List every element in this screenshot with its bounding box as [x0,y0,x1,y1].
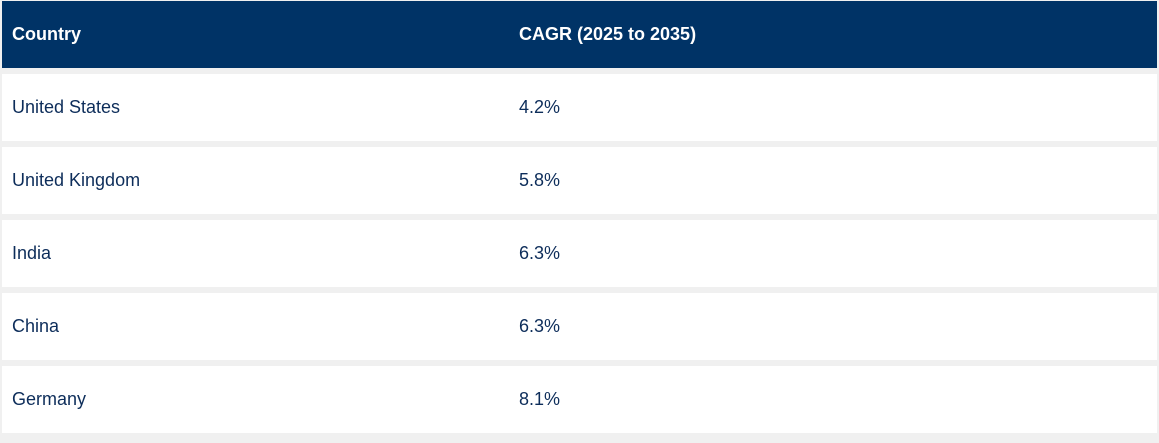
cell-country: Germany [2,366,509,433]
cell-country: United Kingdom [2,147,509,214]
table-body: United States 4.2% United Kingdom 5.8% I… [2,74,1157,433]
table-row: China 6.3% [2,293,1157,360]
table-row: United Kingdom 5.8% [2,147,1157,214]
header-cagr: CAGR (2025 to 2035) [509,1,1157,68]
cell-country: United States [2,74,509,141]
cell-country: India [2,220,509,287]
table-row: United States 4.2% [2,74,1157,141]
cell-country: China [2,293,509,360]
cell-cagr: 5.8% [509,147,1157,214]
header-row: Country CAGR (2025 to 2035) [2,1,1157,68]
cell-cagr: 6.3% [509,293,1157,360]
header-country: Country [2,1,509,68]
cell-cagr: 4.2% [509,74,1157,141]
cell-cagr: 8.1% [509,366,1157,433]
table-row: India 6.3% [2,220,1157,287]
table-header: Country CAGR (2025 to 2035) [2,1,1157,68]
table-row: Germany 8.1% [2,366,1157,433]
cell-cagr: 6.3% [509,220,1157,287]
